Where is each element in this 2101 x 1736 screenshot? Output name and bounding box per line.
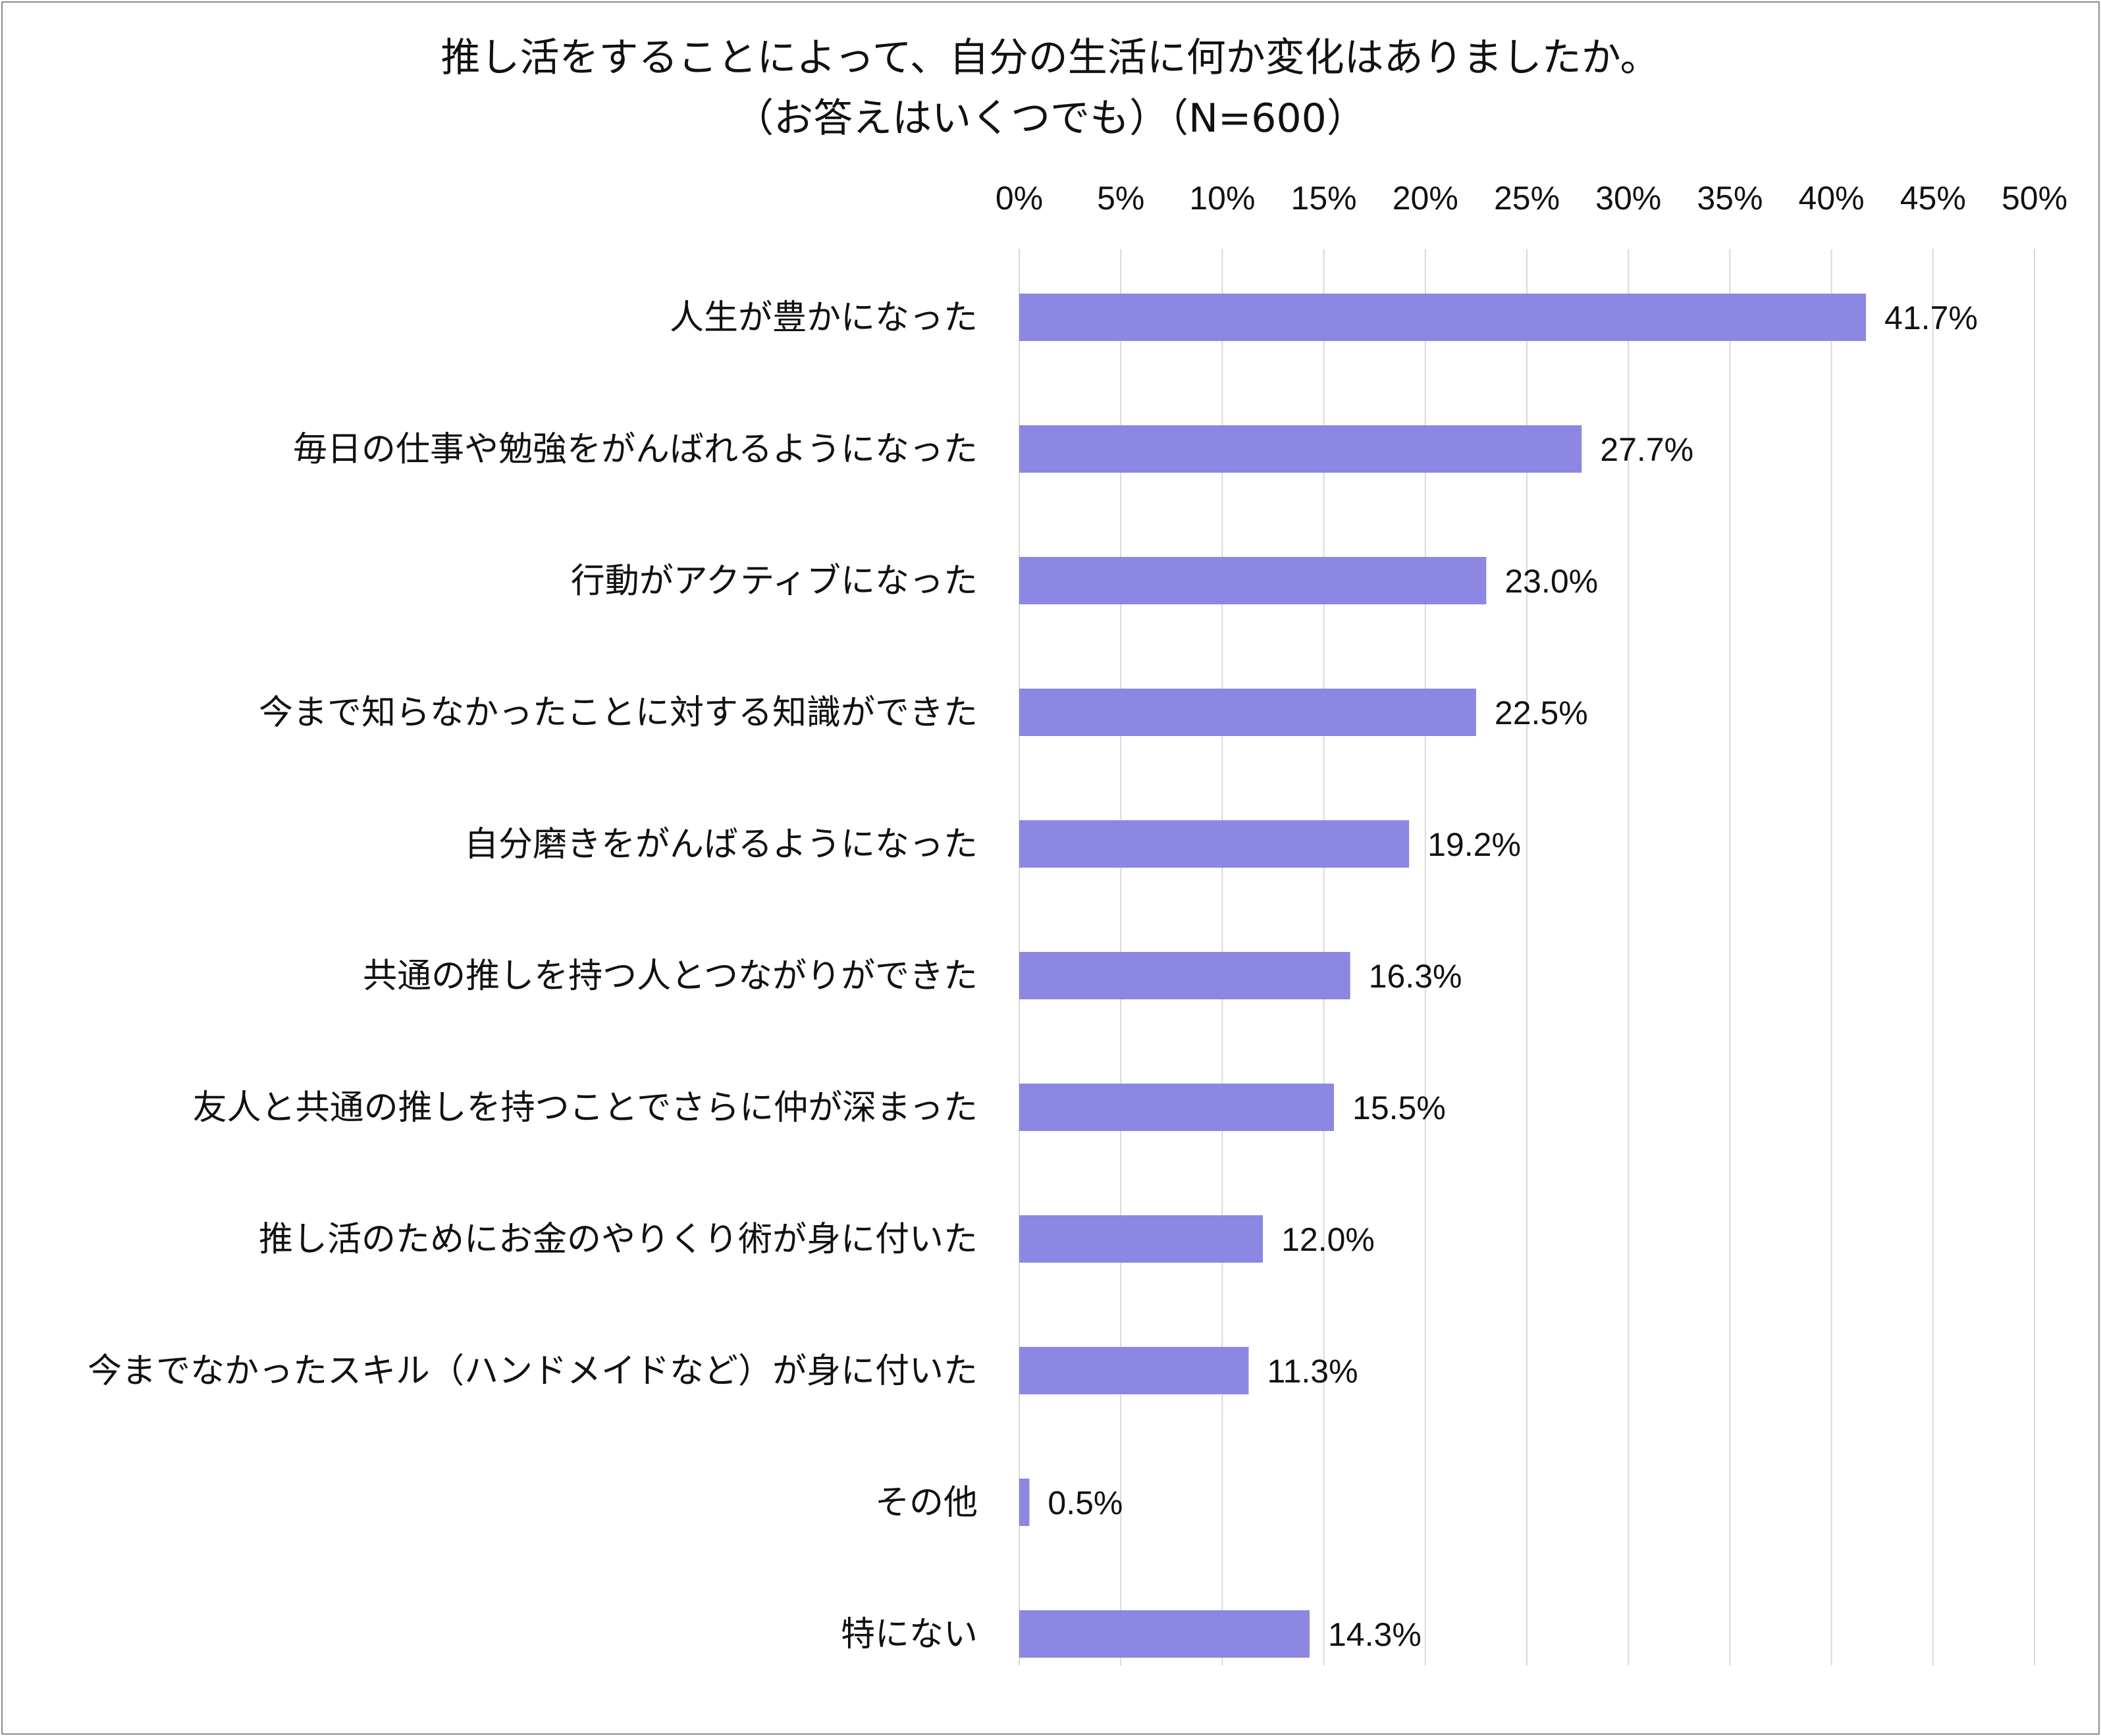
bar xyxy=(1019,952,1350,999)
x-tick-label: 0% xyxy=(996,180,1043,217)
category-label: 毎日の仕事や勉強をがんばれるようになった xyxy=(293,430,978,469)
category-labels: 人生が豊かになった毎日の仕事や勉強をがんばれるようになった行動がアクティブになっ… xyxy=(88,298,978,1654)
data-label: 12.0% xyxy=(1281,1221,1375,1258)
category-label: 友人と共通の推しを持つことでさらに仲が深まった xyxy=(193,1088,978,1128)
category-label: 特にない xyxy=(841,1615,978,1654)
data-label: 22.5% xyxy=(1495,695,1588,731)
x-tick-label: 35% xyxy=(1697,180,1763,217)
data-label: 16.3% xyxy=(1369,958,1462,995)
gridlines xyxy=(1019,249,2035,1666)
bar xyxy=(1019,689,1476,736)
data-label: 19.2% xyxy=(1427,826,1521,863)
x-tick-label: 15% xyxy=(1291,180,1357,217)
chart-subtitle: （お答えはいくつでも）（N=600） xyxy=(734,95,1366,142)
data-label: 27.7% xyxy=(1600,431,1693,468)
bars xyxy=(1019,294,1867,1658)
bar xyxy=(1019,294,1867,341)
data-label: 11.3% xyxy=(1267,1353,1358,1390)
bar xyxy=(1019,820,1410,868)
category-label: 行動がアクティブになった xyxy=(571,562,978,601)
category-label: 推し活のためにお金のやりくり術が身に付いた xyxy=(259,1220,978,1259)
category-label: その他 xyxy=(875,1483,978,1523)
bar xyxy=(1019,1610,1310,1658)
data-label: 14.3% xyxy=(1328,1616,1422,1653)
x-tick-label: 50% xyxy=(2002,180,2067,217)
bar xyxy=(1019,557,1487,604)
category-label: 今までなかったスキル（ハンドメイドなど）が身に付いた xyxy=(88,1352,978,1391)
x-tick-label: 30% xyxy=(1595,180,1661,217)
x-tick-label: 40% xyxy=(1799,180,1865,217)
category-label: 今まで知らなかったことに対する知識ができた xyxy=(259,693,978,733)
category-label: 共通の推しを持つ人とつながりができた xyxy=(363,957,978,996)
bar xyxy=(1019,1084,1335,1131)
category-label: 自分磨きをがんばるようになった xyxy=(464,825,978,864)
x-tick-label: 25% xyxy=(1494,180,1560,217)
chart-title: 推し活をすることによって、自分の生活に何か変化はありましたか。 xyxy=(441,35,1660,81)
x-tick-label: 10% xyxy=(1189,180,1255,217)
x-tick-label: 5% xyxy=(1097,180,1144,217)
bar xyxy=(1019,1479,1030,1526)
x-tick-label: 45% xyxy=(1900,180,1966,217)
bar xyxy=(1019,1215,1263,1263)
bar xyxy=(1019,1347,1249,1394)
data-label: 41.7% xyxy=(1884,300,1978,336)
x-tick-label: 20% xyxy=(1393,180,1458,217)
category-label: 人生が豊かになった xyxy=(670,298,978,338)
data-labels: 41.7% 27.7% 23.0% 22.5% 19.2% 16.3% 15.5% 12.0%… xyxy=(1048,300,1977,1653)
data-label: 23.0% xyxy=(1504,563,1598,600)
data-label: 0.5% xyxy=(1048,1485,1123,1521)
x-axis-ticks: 0% 5% 10% 15% 20% 25% 30% 35% 40% 45% 50% xyxy=(996,180,2067,217)
bar xyxy=(1019,425,1582,473)
data-label: 15.5% xyxy=(1352,1090,1446,1126)
